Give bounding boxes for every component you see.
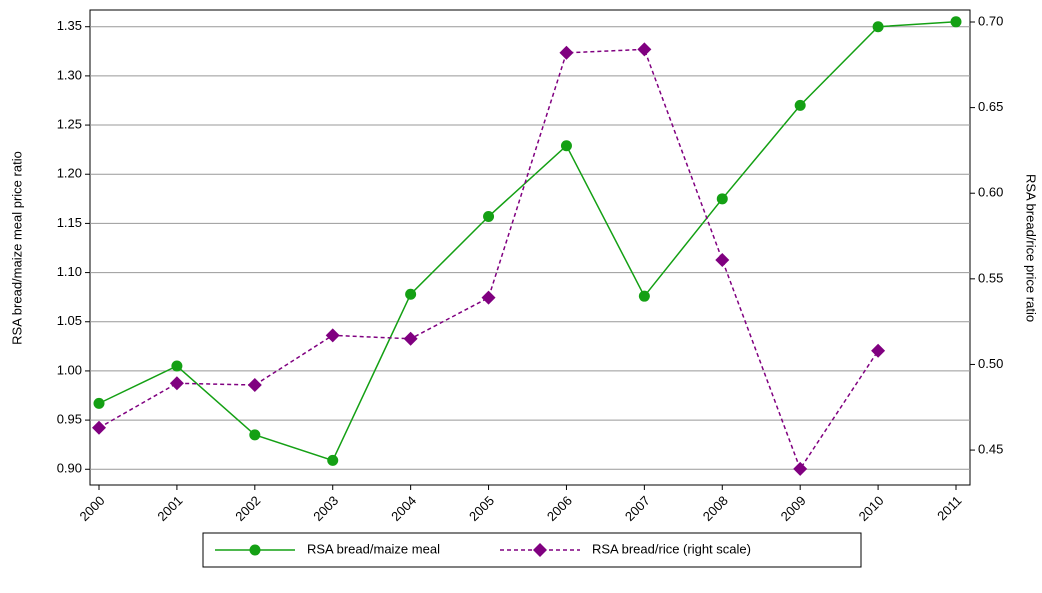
x-tick-label: 2010 [856, 493, 887, 524]
point [871, 343, 886, 358]
point [559, 45, 574, 60]
y2-axis-label: RSA bread/rice price ratio [1024, 174, 1039, 322]
y-axis-label: RSA bread/maize meal price ratio [9, 151, 24, 345]
y-tick-label: 0.95 [57, 412, 82, 427]
point [715, 253, 730, 267]
series-line [98, 21, 957, 462]
x-tick-label: 2004 [388, 493, 419, 524]
y-tick-label: 1.20 [57, 166, 82, 181]
y-tick-label: 1.10 [57, 264, 82, 279]
y-tick-label: 1.05 [57, 313, 82, 328]
point [483, 211, 495, 223]
x-tick-label: 2005 [466, 493, 497, 524]
point [560, 140, 572, 152]
y-tick-label: 1.00 [57, 362, 82, 377]
point [481, 290, 496, 305]
point [403, 331, 418, 346]
point [638, 290, 650, 302]
point [169, 376, 184, 391]
point [716, 193, 728, 205]
point [793, 461, 808, 476]
point [325, 328, 340, 343]
y2-tick-label: 0.55 [978, 270, 1003, 285]
x-tick-label: 2003 [310, 493, 341, 524]
legend-marker [249, 544, 261, 556]
y2-tick-label: 0.65 [978, 99, 1003, 114]
legend [202, 532, 862, 568]
x-tick-label: 2011 [934, 493, 964, 523]
y-tick-label: 1.30 [57, 67, 82, 82]
legend-marker [533, 543, 547, 557]
x-tick-label: 2007 [622, 493, 653, 524]
y-tick-label: 1.35 [57, 18, 82, 33]
y2-tick-label: 0.45 [978, 442, 1003, 457]
plot-frame [89, 9, 971, 486]
point [171, 360, 183, 372]
point [950, 16, 962, 28]
x-tick-label: 2008 [700, 493, 731, 524]
point [405, 288, 417, 300]
x-tick-label: 2000 [76, 493, 107, 524]
x-tick-label: 2009 [778, 493, 809, 524]
point [247, 378, 262, 392]
point [637, 42, 652, 57]
y-tick-label: 0.90 [57, 461, 82, 476]
x-tick-label: 2002 [232, 493, 263, 524]
y2-tick-label: 0.50 [978, 356, 1003, 371]
point [327, 454, 339, 466]
series-line [98, 48, 879, 471]
legend-label: RSA bread/rice (right scale) [592, 541, 751, 556]
point [249, 429, 261, 441]
point [794, 99, 806, 111]
y2-tick-label: 0.60 [978, 185, 1003, 200]
x-tick-label: 2006 [544, 493, 575, 524]
point [872, 21, 884, 33]
legend-label: RSA bread/maize meal [307, 541, 440, 556]
point [92, 420, 106, 435]
x-tick-label: 2001 [154, 493, 185, 524]
y-tick-label: 1.15 [57, 215, 82, 230]
y2-tick-label: 0.70 [978, 13, 1003, 28]
y-tick-label: 1.25 [57, 116, 82, 131]
point [93, 397, 105, 409]
